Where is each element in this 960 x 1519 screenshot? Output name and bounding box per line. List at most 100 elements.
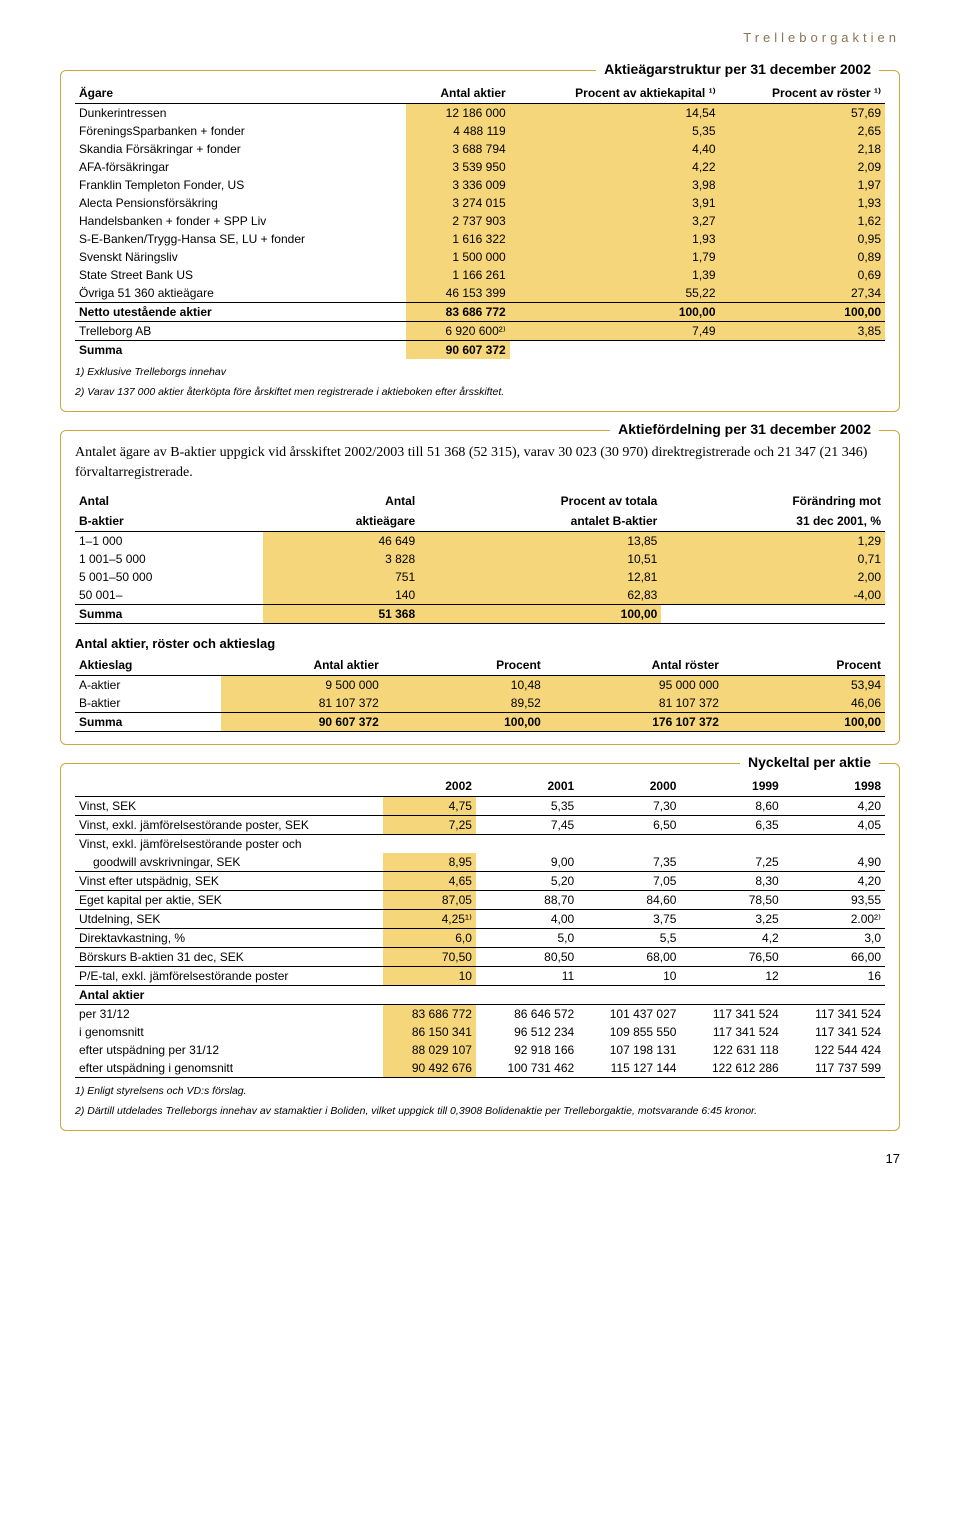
cell: 100,00 bbox=[510, 303, 720, 322]
cell: Övriga 51 360 aktieägare bbox=[75, 284, 406, 303]
cell: 1 001–5 000 bbox=[75, 550, 263, 568]
cell: 6,0 bbox=[383, 928, 476, 947]
cell: 3 336 009 bbox=[406, 176, 510, 194]
cell: 88,70 bbox=[476, 890, 578, 909]
footnote: 2) Varav 137 000 aktier återköpta före å… bbox=[75, 385, 885, 399]
cell: 1,93 bbox=[720, 194, 885, 212]
cell: 4,90 bbox=[783, 853, 885, 872]
cell: 4,22 bbox=[510, 158, 720, 176]
cell: 100,00 bbox=[419, 604, 661, 623]
cell: 55,22 bbox=[510, 284, 720, 303]
cell: 2 737 903 bbox=[406, 212, 510, 230]
cell: 100,00 bbox=[720, 303, 885, 322]
cell: 3 274 015 bbox=[406, 194, 510, 212]
cell: 62,83 bbox=[419, 586, 661, 605]
cell: 4,20 bbox=[783, 871, 885, 890]
cell: 66,00 bbox=[783, 947, 885, 966]
col-header: Antal aktier bbox=[406, 83, 510, 104]
section-title: Aktieägarstruktur per 31 december 2002 bbox=[596, 61, 879, 77]
cell: 4,40 bbox=[510, 140, 720, 158]
cell: A-aktier bbox=[75, 675, 221, 694]
cell: 5 001–50 000 bbox=[75, 568, 263, 586]
cell: 96 512 234 bbox=[476, 1023, 578, 1041]
cell: 122 612 286 bbox=[680, 1059, 782, 1078]
cell: 46 649 bbox=[263, 531, 419, 550]
cell: Skandia Försäkringar + fonder bbox=[75, 140, 406, 158]
cell: 1,93 bbox=[510, 230, 720, 248]
cell: 83 686 772 bbox=[406, 303, 510, 322]
cell: 2.00²⁾ bbox=[783, 909, 885, 928]
cell: Börskurs B-aktien 31 dec, SEK bbox=[75, 947, 383, 966]
col-header: aktieägare bbox=[263, 511, 419, 532]
intro-text: Antalet ägare av B-aktier uppgick vid år… bbox=[75, 443, 885, 482]
cell: 13,85 bbox=[419, 531, 661, 550]
cell: 84,60 bbox=[578, 890, 680, 909]
cell: -4,00 bbox=[661, 586, 885, 605]
cell: 1 166 261 bbox=[406, 266, 510, 284]
cell: 46,06 bbox=[723, 694, 885, 713]
cell: 3,0 bbox=[783, 928, 885, 947]
cell: 12,81 bbox=[419, 568, 661, 586]
cell: 89,52 bbox=[383, 694, 545, 713]
cell: 176 107 372 bbox=[545, 712, 723, 731]
cell: 117 737 599 bbox=[783, 1059, 885, 1078]
col-header: B-aktier bbox=[75, 511, 263, 532]
cell: 4,2 bbox=[680, 928, 782, 947]
cell: 7,45 bbox=[476, 815, 578, 834]
cell: 0,95 bbox=[720, 230, 885, 248]
col-header: Antal röster bbox=[545, 655, 723, 676]
cell: 117 341 524 bbox=[680, 1004, 782, 1023]
cell: 3,85 bbox=[720, 322, 885, 341]
cell: 7,25 bbox=[680, 853, 782, 872]
cell: Svenskt Näringsliv bbox=[75, 248, 406, 266]
page-header: Trelleborgaktien bbox=[60, 30, 900, 45]
cell: 2,65 bbox=[720, 122, 885, 140]
cell: 95 000 000 bbox=[545, 675, 723, 694]
col-header: Ägare bbox=[75, 83, 406, 104]
cell: 90 607 372 bbox=[406, 341, 510, 360]
cell: 83 686 772 bbox=[383, 1004, 476, 1023]
cell: Summa bbox=[75, 712, 221, 731]
cell: Vinst, exkl. jämförelsestörande poster o… bbox=[75, 834, 885, 853]
cell: 92 918 166 bbox=[476, 1041, 578, 1059]
cell: 86 150 341 bbox=[383, 1023, 476, 1041]
cell: 68,00 bbox=[578, 947, 680, 966]
cell: 109 855 550 bbox=[578, 1023, 680, 1041]
cell: P/E-tal, exkl. jämförelsestörande poster bbox=[75, 966, 383, 985]
footnote: 1) Enligt styrelsens och VD:s förslag. bbox=[75, 1084, 885, 1098]
cell: Summa bbox=[75, 604, 263, 623]
cell: 27,34 bbox=[720, 284, 885, 303]
cell: 122 631 118 bbox=[680, 1041, 782, 1059]
cell: 4,25¹⁾ bbox=[383, 909, 476, 928]
cell: 93,55 bbox=[783, 890, 885, 909]
col-header: Procent av aktiekapital ¹⁾ bbox=[510, 83, 720, 104]
footnote: 2) Därtill utdelades Trelleborgs innehav… bbox=[75, 1104, 885, 1118]
cell: 140 bbox=[263, 586, 419, 605]
cell: 9 500 000 bbox=[221, 675, 383, 694]
cell: Handelsbanken + fonder + SPP Liv bbox=[75, 212, 406, 230]
cell: Dunkerintressen bbox=[75, 104, 406, 123]
cell: 5,35 bbox=[476, 796, 578, 815]
cell: 50 001– bbox=[75, 586, 263, 605]
cell: 1,97 bbox=[720, 176, 885, 194]
cell: 12 186 000 bbox=[406, 104, 510, 123]
cell: 10,51 bbox=[419, 550, 661, 568]
cell: 3,91 bbox=[510, 194, 720, 212]
cell: 1–1 000 bbox=[75, 531, 263, 550]
col-header: 2001 bbox=[476, 776, 578, 797]
table-aktieslag: Aktieslag Antal aktier Procent Antal rös… bbox=[75, 655, 885, 732]
cell: 1,79 bbox=[510, 248, 720, 266]
col-header: 31 dec 2001, % bbox=[661, 511, 885, 532]
cell: i genomsnitt bbox=[75, 1023, 383, 1041]
cell: 76,50 bbox=[680, 947, 782, 966]
cell: 10,48 bbox=[383, 675, 545, 694]
col-header: 2002 bbox=[383, 776, 476, 797]
cell: 100,00 bbox=[383, 712, 545, 731]
cell: 4,20 bbox=[783, 796, 885, 815]
cell: efter utspädning i genomsnitt bbox=[75, 1059, 383, 1078]
col-header: 1998 bbox=[783, 776, 885, 797]
cell: 3,25 bbox=[680, 909, 782, 928]
cell: 1 500 000 bbox=[406, 248, 510, 266]
col-header: Förändring mot bbox=[661, 491, 885, 511]
cell: 3 828 bbox=[263, 550, 419, 568]
